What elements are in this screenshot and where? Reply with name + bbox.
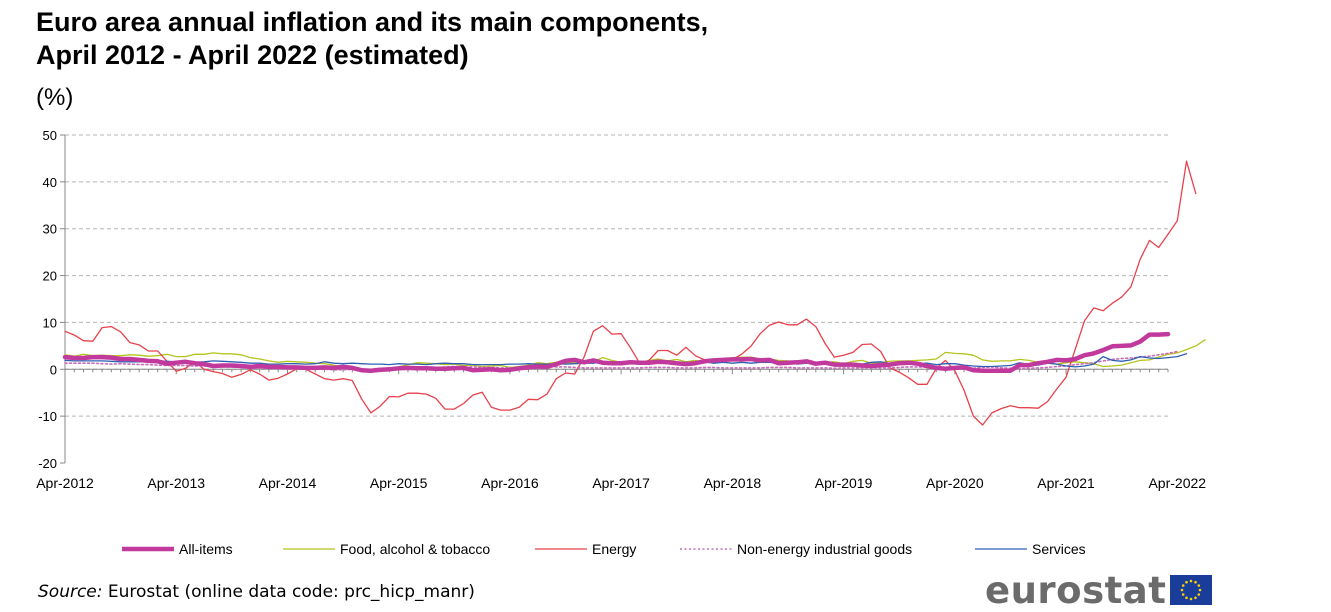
flag-star: [1190, 597, 1193, 601]
legend-item: Food, alcohol & tobacco: [283, 541, 490, 557]
flag-star: [1181, 588, 1184, 592]
flag-star: [1194, 580, 1198, 584]
y-tick-label: 40: [43, 175, 57, 190]
x-tick-label: Apr-2018: [704, 475, 762, 491]
eurostat-logo: eurostat: [985, 568, 1213, 612]
legend-label: Non-energy industrial goods: [737, 541, 912, 557]
legend-item: Energy: [535, 541, 636, 557]
source-text: Eurostat (online data code: prc_hicp_man…: [102, 582, 475, 602]
legend-item: Non-energy industrial goods: [680, 541, 912, 557]
chart-unit: (%): [36, 84, 74, 111]
flag-star: [1185, 596, 1189, 600]
x-tick-label: Apr-2013: [147, 475, 205, 491]
flag-star: [1182, 584, 1185, 587]
flag-star: [1197, 593, 1201, 596]
flag-star: [1199, 588, 1202, 592]
y-tick-label: 30: [43, 222, 57, 237]
x-tick-label: Apr-2020: [926, 475, 984, 491]
x-tick-label: Apr-2014: [259, 475, 317, 491]
legend-item: All-items: [122, 541, 233, 557]
legend-label: Services: [1032, 541, 1086, 557]
legend-item: Services: [975, 541, 1086, 557]
x-tick-label: Apr-2019: [815, 475, 873, 491]
y-tick-label: -20: [38, 456, 57, 471]
y-tick-label: 50: [43, 128, 57, 143]
logo-wordmark: eurostat: [985, 568, 1167, 612]
flag-star: [1182, 593, 1185, 596]
legend-label: Energy: [592, 541, 636, 557]
series-line-all-items: [62, 331, 1171, 373]
x-tick-label: Apr-2022: [1148, 475, 1206, 491]
y-tick-label: 20: [43, 269, 57, 284]
source-label: Source:: [38, 582, 103, 602]
flag-star: [1185, 580, 1189, 584]
legend-label: Food, alcohol & tobacco: [340, 541, 490, 557]
source-note: Source: Eurostat (online data code: prc_…: [38, 582, 475, 602]
x-tick-label: Apr-2016: [481, 475, 539, 491]
y-tick-label: 0: [50, 362, 57, 377]
x-tick-label: Apr-2017: [592, 475, 650, 491]
line-chart: -20 -10 0 10 20 30 40 50 Apr-2012 Apr-2013 Apr-201…: [36, 128, 1206, 557]
chart-title: Euro area annual inflation and its main …: [36, 7, 709, 70]
flag-star: [1197, 584, 1201, 587]
flag-star: [1194, 596, 1198, 600]
x-tick-label: Apr-2015: [370, 475, 428, 491]
y-tick-label: 10: [43, 315, 57, 330]
x-tick-label: Apr-2021: [1037, 475, 1095, 491]
legend-label: All-items: [179, 541, 233, 557]
flag-star: [1190, 579, 1193, 583]
x-tick-label: Apr-2012: [36, 475, 94, 491]
eu-flag-icon: [1170, 575, 1213, 605]
series-line-energy: [64, 160, 1197, 426]
y-tick-label: -10: [38, 409, 57, 424]
